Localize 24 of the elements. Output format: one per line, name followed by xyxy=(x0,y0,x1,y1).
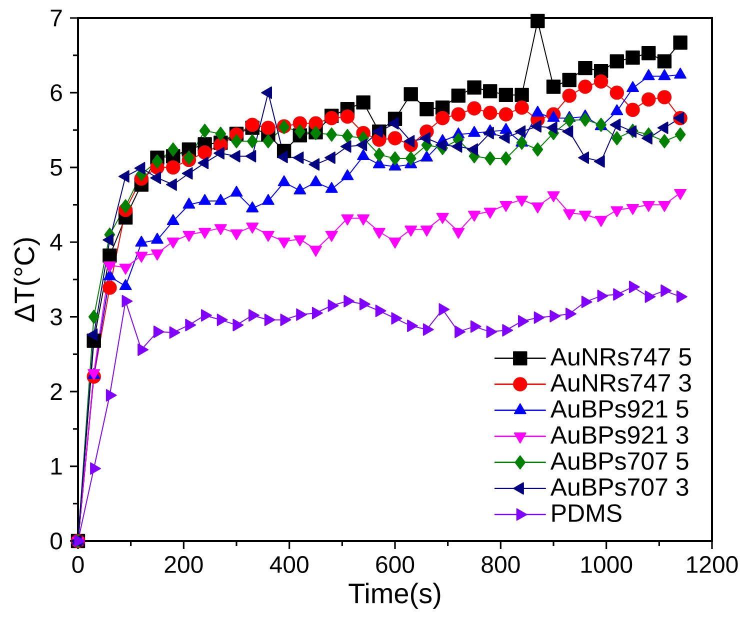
x-tick-label: 200 xyxy=(164,556,203,574)
y-tick-label: 6 xyxy=(50,84,62,102)
y-tick-label: 0 xyxy=(50,532,62,550)
legend-label: PDMS xyxy=(552,504,622,522)
legend-label: AuBPs921 3 xyxy=(550,426,688,444)
legend-label: AuBPs707 3 xyxy=(550,478,688,496)
y-tick-label: 1 xyxy=(51,458,62,475)
y-tick-label: 3 xyxy=(50,308,62,326)
legend-label: AuBPs707 5 xyxy=(550,452,688,470)
legend-label: AuNRs747 5 xyxy=(550,348,692,366)
x-tick-label: 600 xyxy=(376,556,414,574)
x-tick-label: 0 xyxy=(72,556,84,574)
y-axis-title: ΔT(°C) xyxy=(14,238,40,322)
y-tick-label: 7 xyxy=(50,10,62,26)
legend-label: AuBPs921 5 xyxy=(550,400,688,418)
x-axis-title: Time(s) xyxy=(348,582,440,609)
legend-label: AuNRs747 3 xyxy=(550,374,691,392)
x-tick-label: 1000 xyxy=(581,556,632,574)
y-tick-label: 5 xyxy=(50,159,62,176)
x-tick-label: 800 xyxy=(482,556,520,574)
y-tick-label: 4 xyxy=(50,234,62,250)
x-tick-label: 1200 xyxy=(687,556,738,574)
y-tick-label: 2 xyxy=(50,383,62,400)
x-tick-label: 400 xyxy=(270,556,308,574)
